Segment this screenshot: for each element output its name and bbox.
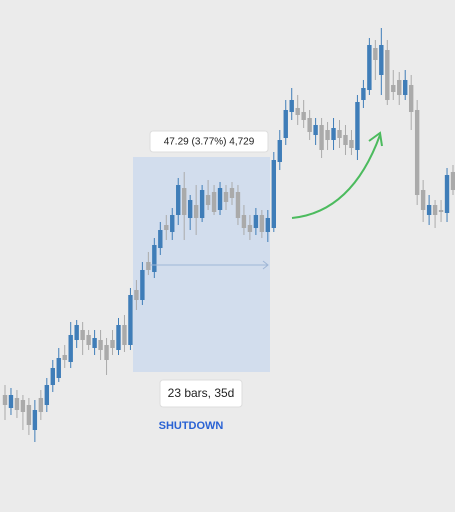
candle-body [116, 325, 121, 350]
candle-body [134, 290, 139, 300]
candle-body [217, 188, 223, 210]
candle-body [193, 205, 199, 218]
candle-body [205, 195, 211, 205]
candle-body [444, 175, 450, 213]
candle-body [80, 330, 85, 340]
candle-body [277, 140, 282, 162]
candle-body [247, 225, 253, 232]
candle-body [74, 325, 79, 340]
candle-body [146, 262, 151, 270]
candle-body [373, 48, 378, 60]
candle-body [241, 215, 247, 228]
candle-body [403, 80, 408, 95]
candle-body [56, 358, 61, 378]
range-label: 23 bars, 35d [168, 386, 235, 400]
candle-body [98, 340, 103, 350]
candle-body [426, 205, 432, 215]
candle-body [92, 338, 97, 348]
candle-body [187, 200, 193, 218]
candle-body [152, 245, 157, 272]
candle-body [26, 405, 32, 425]
candle-body [307, 118, 312, 132]
range-label-box [159, 379, 243, 408]
candle-body [379, 45, 384, 75]
candle-body [420, 190, 426, 210]
measure-label: 47.29 (3.77%) 4,729 [164, 137, 255, 148]
candle-body [199, 190, 205, 218]
candle-body [38, 398, 44, 412]
candle-body [391, 85, 396, 92]
candle-body [176, 185, 181, 215]
candle-body [32, 410, 38, 430]
candle-body [158, 230, 163, 248]
candle-body [229, 188, 235, 198]
candle-body [385, 50, 390, 100]
candle-body [325, 130, 330, 140]
candle-body [438, 210, 444, 212]
candle-body [397, 80, 402, 95]
candle-body [44, 385, 50, 405]
candle-body [2, 395, 8, 405]
candle-body [122, 325, 127, 345]
candle-body [331, 128, 336, 140]
candle-body [62, 355, 67, 360]
candle-body [367, 45, 372, 90]
candle-body [271, 160, 276, 228]
candle-body [295, 108, 300, 115]
candle-body [128, 295, 133, 345]
candle-body [450, 172, 455, 190]
candle-body [211, 192, 217, 212]
measure-label-box [149, 130, 269, 153]
candle-body [86, 335, 91, 345]
candle-body [414, 110, 420, 195]
measure-arrow-head [262, 260, 269, 270]
candle-body [289, 100, 294, 112]
candle-body [8, 395, 14, 408]
candle-body [319, 125, 324, 150]
candle-body [253, 215, 259, 228]
candle-body [104, 345, 109, 360]
trend-arrow [291, 134, 381, 219]
candle-body [349, 140, 354, 148]
candle-body [301, 112, 306, 120]
candle-body [68, 335, 73, 362]
candle-body [355, 102, 360, 150]
candle-body [265, 218, 271, 232]
event-label: SHUTDOWN [159, 420, 224, 432]
candle-body [50, 368, 55, 385]
candle-body [432, 205, 438, 215]
candle-body [164, 225, 169, 230]
trend-arrow-head [368, 131, 383, 147]
candle-body [223, 192, 229, 202]
candle-body [14, 398, 20, 410]
candle-body [20, 400, 26, 412]
candle-body [259, 215, 265, 232]
candle-body [361, 88, 366, 100]
candle-body [235, 192, 241, 218]
candle-body [343, 135, 348, 145]
candle-body [170, 215, 175, 232]
candle-body [182, 188, 187, 215]
candle-body [140, 270, 145, 300]
candle-body [337, 130, 342, 138]
candle-body [408, 85, 414, 112]
candle-body [313, 125, 318, 135]
candle-body [283, 110, 288, 138]
candle-body [110, 340, 115, 348]
